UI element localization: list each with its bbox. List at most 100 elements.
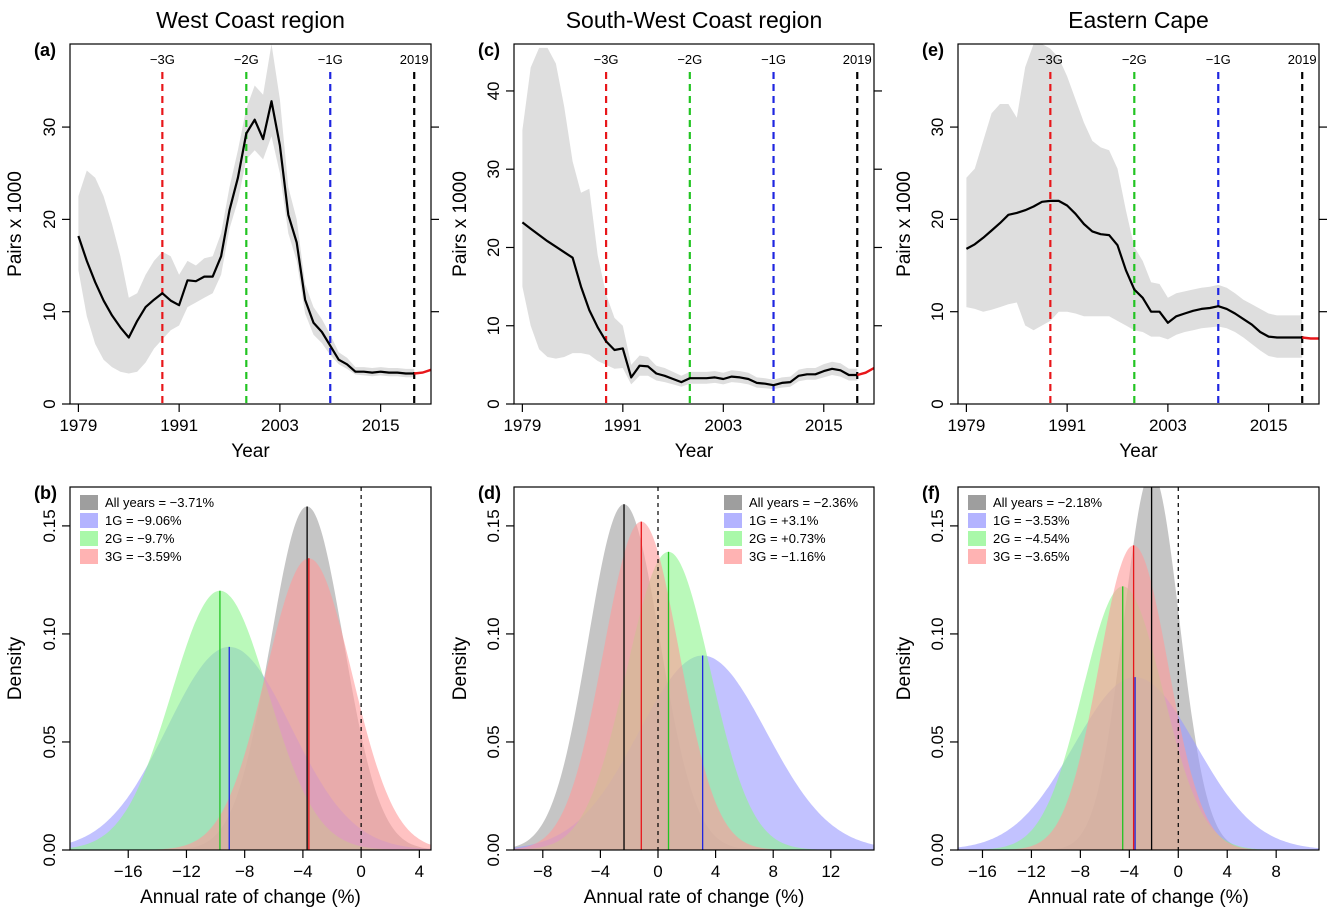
density-curve-3g [70,558,431,850]
x-tick-label: 1991 [1048,416,1086,435]
x-tick-label: 4 [1222,862,1231,881]
panel-label: (b) [34,483,57,503]
y-tick-label: 30 [928,118,947,137]
panel-label: (c) [478,40,500,60]
legend-entry-2g: 2G = −9.7% [105,531,175,546]
x-tick-label: 2015 [362,416,400,435]
legend-entry-all: All years = −2.36% [749,495,859,510]
legend-entry-1g: 1G = −9.06% [105,513,182,528]
y-tick-label: 0.00 [928,833,947,866]
x-tick-label: 2015 [1250,416,1288,435]
x-tick-label: 1991 [604,416,642,435]
x-tick-label: 2003 [704,416,742,435]
legend-entry-3g: 3G = −1.16% [749,549,826,564]
generation-label: 2019 [400,52,429,67]
x-tick-label: 4 [711,862,720,881]
panel-label: (e) [922,40,944,60]
y-tick-label: 30 [40,118,59,137]
legend-entry-3g: 3G = −3.59% [105,549,182,564]
x-tick-label: −8 [1071,862,1090,881]
legend-swatch-2g [968,531,986,546]
x-tick-label: 2015 [805,416,843,435]
density-curve-3g [514,521,874,850]
legend-swatch-2g [724,531,742,546]
density-curve-2g [70,590,431,850]
legend-swatch-3g [724,549,742,564]
y-tick-label: 20 [40,210,59,229]
x-axis-label: Year [675,441,714,462]
y-tick-label: 0 [484,399,503,408]
y-tick-label: 0.05 [928,725,947,758]
y-axis-label: Pairs x 1000 [450,171,471,277]
y-tick-label: 0.05 [484,725,503,758]
x-tick-label: 1979 [947,416,985,435]
trend-line [77,100,415,375]
panel-label: (d) [478,483,501,503]
panel-b: All years = −3.71% 1G = −9.06% 2G = −9.7% 3… [5,483,432,908]
y-axis-label: Pairs x 1000 [5,171,26,277]
legend-swatch-all [724,495,742,510]
legend-entry-all: All years = −2.18% [993,495,1103,510]
trend-line [521,221,858,387]
panel-label: (a) [34,40,56,60]
generation-label: −3G [594,52,619,67]
legend-swatch-3g [968,549,986,564]
y-tick-label: 0.10 [40,617,59,650]
generation-label: −1G [1206,52,1231,67]
y-tick-label: 10 [928,302,947,321]
legend: All years = −3.71% 1G = −9.06% 2G = −9.7% 3… [80,495,215,564]
y-axis-label: Density [5,636,26,700]
x-tick-label: −16 [114,862,143,881]
x-tick-label: −8 [235,862,254,881]
y-tick-label: 40 [484,81,503,100]
x-tick-label: −16 [968,862,997,881]
confidence-ribbon [966,44,1303,358]
legend-entry-2g: 2G = +0.73% [749,531,826,546]
x-axis-label: Annual rate of change (%) [1028,887,1249,908]
plot-frame [69,486,432,851]
y-tick-label: 20 [484,238,503,257]
panel-title: West Coast region [156,7,345,33]
generation-label: −1G [318,52,343,67]
y-axis-label: Density [894,636,915,700]
y-tick-label: 0.15 [40,509,59,542]
generation-label: −3G [1038,52,1063,67]
panel-title: Eastern Cape [1068,7,1209,33]
x-tick-label: 0 [653,862,662,881]
x-axis-label: Year [1119,441,1158,462]
panel-f: All years = −2.18% 1G = −3.53% 2G = −4.54%… [894,483,1320,908]
x-tick-label: −12 [172,862,201,881]
y-tick-label: 0.10 [484,617,503,650]
x-tick-label: 4 [415,862,424,881]
y-tick-label: 0.00 [40,833,59,866]
x-axis-label: Annual rate of change (%) [584,887,805,908]
generation-label: −2G [677,52,702,67]
x-tick-label: 2003 [261,416,299,435]
x-tick-label: −12 [1017,862,1046,881]
x-tick-label: −4 [1120,862,1139,881]
x-tick-label: −8 [533,862,552,881]
x-tick-label: 8 [1271,862,1280,881]
plot-frame [957,486,1320,851]
plot-frame [513,43,875,405]
legend-swatch-2g [80,531,98,546]
legend-entry-1g: 1G = +3.1% [749,513,819,528]
generation-label: −1G [761,52,786,67]
y-axis-label: Pairs x 1000 [894,171,915,277]
legend-entry-2g: 2G = −4.54% [993,531,1070,546]
y-tick-label: 0.05 [40,725,59,758]
y-tick-label: 0 [928,399,947,408]
x-tick-label: 8 [768,862,777,881]
trend-line [965,199,1303,339]
legend-entry-all: All years = −3.71% [105,495,215,510]
x-axis-label: Year [231,441,270,462]
projection-line [856,366,874,377]
x-tick-label: 12 [821,862,840,881]
legend-swatch-all [968,495,986,510]
projection-line [1302,336,1319,340]
legend: All years = −2.36% 1G = +3.1% 2G = +0.73% 3… [724,495,859,564]
y-tick-label: 0.15 [928,509,947,542]
panel-c: −3G −2G −1G 2019 South-West Coast region 1979… [450,7,882,462]
